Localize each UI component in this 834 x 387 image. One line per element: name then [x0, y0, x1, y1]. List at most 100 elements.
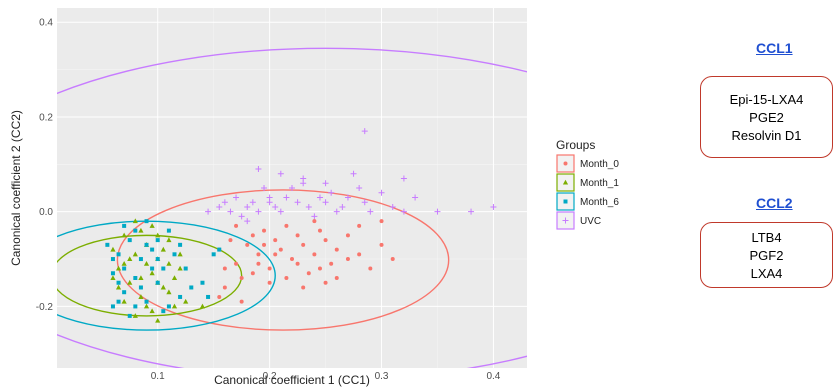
legend-key: [556, 192, 575, 211]
point-month-6: [178, 242, 183, 247]
point-month-6: [138, 285, 143, 290]
point-uvc: [322, 199, 329, 206]
point-month-6: [116, 299, 121, 304]
point-month-6: [116, 252, 121, 257]
point-month-6: [122, 223, 127, 228]
point-month-1: [149, 223, 155, 228]
point-month-0: [239, 299, 244, 304]
point-uvc: [350, 170, 357, 177]
ccl2-box: LTB4 PGF2 LXA4: [700, 222, 833, 288]
point-month-1: [177, 265, 183, 271]
point-uvc: [356, 185, 363, 191]
point-month-6: [116, 280, 121, 285]
point-month-0: [368, 266, 373, 271]
point-month-1: [171, 303, 178, 309]
point-month-0: [379, 219, 384, 224]
point-month-0: [345, 233, 350, 238]
point-month-0: [379, 242, 384, 247]
point-month-6: [206, 294, 211, 299]
legend-key-marker: [562, 179, 569, 185]
x-tick-label: 0.3: [375, 371, 389, 382]
point-month-1: [132, 218, 138, 224]
point-month-6: [161, 309, 166, 314]
legend: Groups Month_0 Month_1 Month_6 UVC: [556, 138, 619, 230]
point-month-0: [312, 219, 317, 224]
point-uvc: [277, 170, 284, 177]
point-month-6: [110, 271, 115, 276]
point-month-6: [200, 280, 205, 285]
point-month-6: [110, 304, 115, 309]
point-month-6: [183, 266, 188, 271]
point-uvc: [244, 218, 251, 225]
legend-key-marker: [562, 217, 569, 224]
legend-label: Month_0: [580, 159, 619, 170]
point-month-6: [166, 228, 171, 233]
point-uvc: [272, 203, 279, 210]
ccl1-box: Epi-15-LXA4 PGE2 Resolvin D1: [700, 76, 833, 158]
ccl2-title: CCL2: [756, 195, 793, 211]
point-month-6: [155, 257, 160, 262]
point-month-0: [273, 252, 278, 257]
ellipse-month-0: [116, 189, 450, 331]
point-month-1: [199, 303, 206, 309]
point-uvc: [216, 203, 223, 210]
point-uvc: [490, 203, 497, 210]
data-points: [105, 128, 497, 323]
point-month-0: [250, 233, 255, 238]
point-uvc: [339, 203, 346, 210]
ccl1-item: Resolvin D1: [731, 128, 802, 143]
point-uvc: [311, 213, 318, 220]
point-month-0: [228, 238, 233, 243]
ccl1-item: Epi-15-LXA4: [729, 92, 804, 107]
point-month-0: [273, 238, 278, 243]
point-uvc: [400, 175, 407, 182]
point-month-6: [189, 285, 194, 290]
point-month-1: [132, 251, 138, 257]
point-uvc: [305, 203, 312, 210]
point-month-1: [160, 246, 166, 252]
ccl2-item: LTB4: [751, 230, 782, 245]
point-uvc: [400, 208, 407, 215]
point-month-6: [127, 238, 132, 243]
x-axis-title: Canonical coefficient 1 (CC1): [214, 373, 370, 387]
point-month-0: [357, 252, 362, 257]
point-month-1: [138, 275, 144, 280]
point-month-6: [178, 294, 183, 299]
point-uvc: [434, 208, 441, 215]
point-month-6: [144, 219, 149, 224]
ccl1-item: PGE2: [749, 110, 784, 125]
point-month-0: [222, 266, 227, 271]
point-month-1: [160, 284, 166, 290]
point-month-0: [357, 223, 362, 228]
point-month-1: [115, 284, 122, 290]
point-uvc: [277, 208, 284, 215]
point-month-1: [143, 260, 150, 266]
point-month-6: [138, 257, 143, 262]
point-month-0: [390, 257, 395, 262]
point-uvc: [412, 194, 419, 201]
point-month-0: [217, 294, 222, 299]
point-month-6: [133, 228, 138, 233]
point-uvc: [255, 208, 262, 215]
point-month-0: [301, 242, 306, 247]
y-tick-label: 0.4: [39, 18, 53, 29]
point-month-1: [138, 227, 144, 233]
point-month-1: [166, 237, 172, 243]
point-month-0: [222, 285, 227, 290]
legend-label: Month_1: [580, 178, 619, 189]
point-uvc: [300, 175, 307, 182]
x-tick-label: 0.4: [486, 371, 500, 382]
point-month-1: [143, 303, 150, 309]
point-month-6: [122, 266, 127, 271]
point-month-6: [144, 242, 149, 247]
point-month-1: [110, 275, 116, 280]
point-month-1: [155, 317, 161, 323]
point-month-1: [166, 289, 172, 295]
point-month-6: [133, 276, 138, 280]
legend-key-marker: [563, 161, 568, 166]
point-month-0: [245, 242, 250, 247]
point-month-0: [334, 247, 339, 252]
point-month-0: [239, 276, 244, 280]
point-month-1: [149, 308, 155, 314]
